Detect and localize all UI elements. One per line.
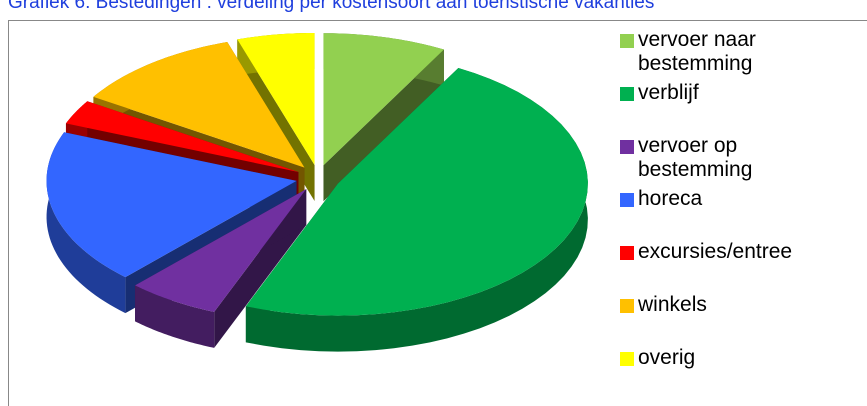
pie bbox=[46, 32, 588, 352]
legend-swatch bbox=[620, 299, 634, 313]
legend-swatch bbox=[620, 140, 634, 154]
chart-title: Grafiek 6: Bestedingen : verdeling per k… bbox=[8, 0, 654, 13]
slice-side bbox=[245, 67, 588, 352]
slice bbox=[245, 67, 588, 316]
legend-swatch bbox=[620, 352, 634, 366]
slice bbox=[46, 132, 297, 278]
legend-swatch bbox=[620, 34, 634, 48]
legend-entry: winkels bbox=[620, 293, 828, 317]
legend-label: horeca bbox=[638, 187, 703, 210]
slice bbox=[93, 42, 305, 168]
slice bbox=[65, 101, 299, 173]
slice-side bbox=[46, 132, 126, 314]
legend-label: verblijf bbox=[638, 81, 699, 104]
legend-label: excursies/entree bbox=[638, 240, 793, 263]
legend-swatch bbox=[620, 87, 634, 101]
legend-entry: overig bbox=[620, 346, 828, 370]
legend-label: overig bbox=[638, 346, 696, 369]
legend-entry: vervoer op bestemming bbox=[620, 134, 828, 182]
legend-entry: horeca bbox=[620, 187, 828, 211]
slice-side bbox=[135, 285, 215, 348]
slice bbox=[237, 32, 315, 165]
slice bbox=[323, 33, 444, 166]
legend-label: winkels bbox=[638, 293, 707, 316]
legend-label: vervoer naar bestemming bbox=[638, 28, 756, 75]
legend-swatch bbox=[620, 246, 634, 260]
legend-swatch bbox=[620, 193, 634, 207]
legend-entry: vervoer naar bestemming bbox=[620, 28, 828, 76]
legend-entry: verblijf bbox=[620, 81, 828, 105]
legend-label: vervoer op bestemming bbox=[638, 134, 753, 181]
slice bbox=[135, 189, 307, 312]
legend-entry: excursies/entree bbox=[620, 240, 828, 264]
slice-wall bbox=[323, 49, 444, 202]
